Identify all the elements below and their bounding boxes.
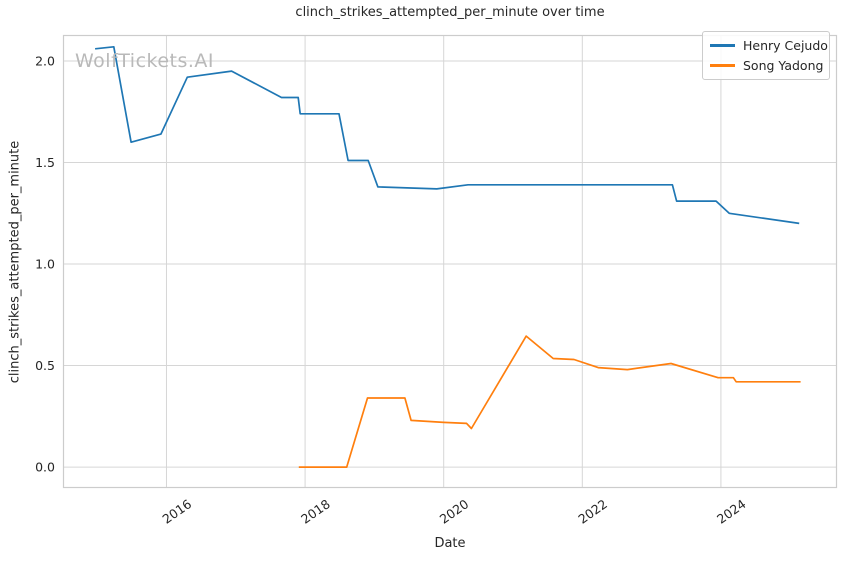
series-line-song-yadong bbox=[298, 335, 801, 468]
legend-entry-henry-cejudo: Henry Cejudo bbox=[703, 37, 829, 54]
x-tick-label: 2016 bbox=[160, 496, 195, 527]
series-line-henry-cejudo bbox=[95, 45, 800, 225]
legend-label: Song Yadong bbox=[743, 58, 824, 73]
y-tick-label: 0.0 bbox=[35, 460, 55, 475]
plot-border bbox=[62, 34, 838, 489]
watermark-text: WolfTickets.AI bbox=[75, 50, 215, 72]
legend-box: Henry Cejudo Song Yadong bbox=[702, 31, 830, 80]
chart-title: clinch_strikes_attempted_per_minute over… bbox=[295, 5, 605, 20]
x-tick-label: 2020 bbox=[437, 496, 472, 527]
legend-label: Henry Cejudo bbox=[743, 38, 828, 53]
legend-line-sample-blue bbox=[710, 44, 735, 47]
x-tick-label: 2024 bbox=[714, 496, 749, 527]
y-tick-label: 2.0 bbox=[35, 53, 55, 68]
y-tick-label: 0.5 bbox=[35, 358, 55, 373]
x-tick-label: 2022 bbox=[575, 496, 610, 527]
y-tick-label: 1.0 bbox=[35, 257, 55, 272]
legend-line-sample-orange bbox=[710, 64, 735, 67]
y-tick-label: 1.5 bbox=[35, 155, 55, 170]
x-tick-label: 2018 bbox=[298, 496, 333, 527]
legend-entry-song-yadong: Song Yadong bbox=[703, 57, 829, 74]
y-axis-label: clinch_strikes_attempted_per_minute bbox=[7, 140, 23, 384]
x-axis-label: Date bbox=[434, 536, 466, 551]
